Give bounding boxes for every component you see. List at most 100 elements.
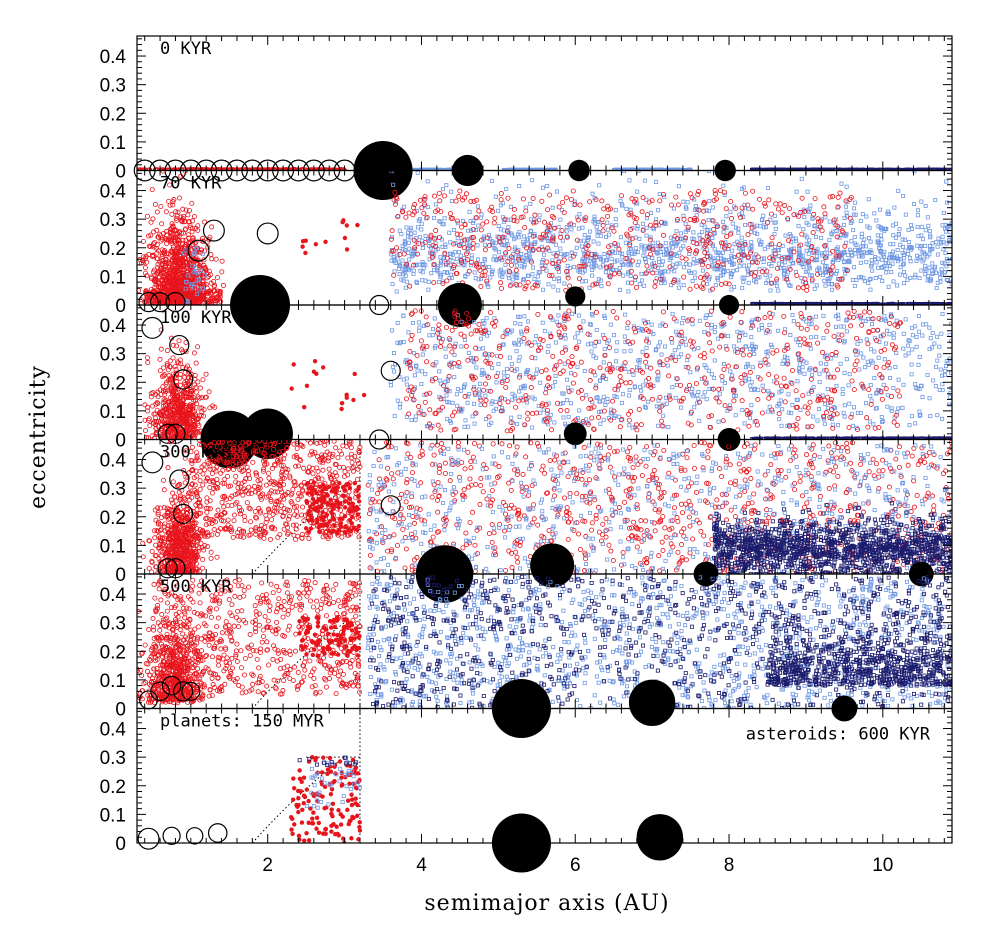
asteroid-red [149,243,155,249]
asteroid-red [549,272,555,278]
asteroid-lightblue [927,252,932,257]
asteroid-lightblue [869,258,874,263]
asteroid-lightblue [842,215,847,220]
asteroid-red [632,220,638,226]
asteroid-lightblue [742,263,747,268]
asteroid-red [745,232,751,238]
asteroid-lightblue [635,226,640,231]
asteroid-lightblue [883,226,888,231]
asteroid-lightblue [690,279,695,284]
asteroid-lightblue [935,280,940,285]
asteroid-red [482,273,488,279]
asteroid-lightblue [903,273,908,278]
asteroid-red [750,259,756,265]
asteroid-red [266,167,272,171]
asteroid-red [411,262,417,268]
asteroid-lightblue [620,251,625,256]
asteroid-lightblue [414,280,419,285]
asteroid-red [545,245,551,251]
asteroid-lightblue [656,208,661,213]
asteroid-lightblue [915,208,920,213]
asteroid-red [759,269,765,275]
asteroid-lightblue [856,254,861,259]
asteroid-red [738,214,744,220]
asteroid-red [411,237,417,243]
asteroid-lightblue [471,220,476,225]
asteroid-lightblue [539,263,544,268]
asteroid-lightblue [635,224,640,229]
asteroid-lightblue [662,221,667,226]
asteroid-red [564,234,570,240]
asteroid-lightblue [426,279,431,284]
asteroid-red [798,209,804,215]
asteroid-lightblue [923,228,928,233]
asteroid-red [827,194,833,200]
asteroid-red [550,260,556,266]
asteroid-lightblue [506,268,511,273]
asteroid-lightblue [631,167,636,171]
asteroid-lightblue [723,247,728,252]
asteroid-lightblue [877,246,882,251]
asteroid-lightblue [877,243,882,248]
asteroid-red [163,209,169,215]
asteroid-lightblue [517,230,522,235]
asteroid-lightblue [403,241,408,246]
asteroid-red [172,228,178,234]
asteroid-red [704,272,710,278]
asteroid-lightblue [693,203,698,208]
asteroid-lightblue [713,283,718,288]
asteroid-lightblue [411,268,416,273]
asteroid-red [523,208,529,214]
asteroid-red [681,216,687,222]
asteroid-red [755,254,761,260]
asteroid-lightblue [800,262,805,267]
asteroid-red [431,261,437,267]
asteroid-lightblue [200,252,205,257]
asteroid-lightblue [450,267,455,272]
asteroid-red [822,255,828,261]
asteroid-lightblue [930,272,935,277]
asteroid-red [457,188,463,194]
asteroid-red [717,188,723,194]
asteroid-lightblue [399,232,404,237]
asteroid-lightblue [692,270,697,275]
asteroid-red [451,265,457,271]
asteroid-lightblue [432,267,437,272]
asteroid-red [468,259,474,265]
asteroid-lightblue [668,253,673,258]
asteroid-red [787,266,793,272]
asteroid-red [144,213,150,219]
asteroid-red [785,216,791,222]
asteroid-red [559,228,565,234]
asteroid-lightblue [913,272,918,277]
asteroid-lightblue [911,202,916,207]
asteroid-red [629,280,635,286]
asteroid-red [658,219,664,225]
asteroid-red [206,268,212,274]
asteroid-red [802,276,808,282]
asteroid-red [786,238,792,244]
asteroid-lightblue [582,233,587,238]
asteroid-red [503,250,509,256]
asteroid-lightblue [594,225,599,230]
asteroid-lightblue [476,223,481,228]
asteroid-red [514,249,520,255]
asteroid-lightblue [893,235,898,240]
asteroid-lightblue [925,254,930,259]
asteroid-red [644,212,650,218]
asteroid-lightblue [719,256,724,261]
asteroid-lightblue [812,286,817,291]
asteroid-lightblue [941,210,946,215]
asteroid-red [565,275,571,281]
asteroid-red [511,214,517,220]
asteroid-lightblue [591,265,596,270]
asteroid-red [530,285,536,291]
asteroid-lightblue [936,236,941,241]
asteroid-lightblue [440,222,445,227]
asteroid-lightblue [922,252,927,257]
asteroid-red [724,234,730,240]
asteroid-lightblue [710,205,715,210]
asteroid-red [530,247,536,253]
asteroid-red [505,229,511,235]
asteroid-lightblue [571,264,576,269]
